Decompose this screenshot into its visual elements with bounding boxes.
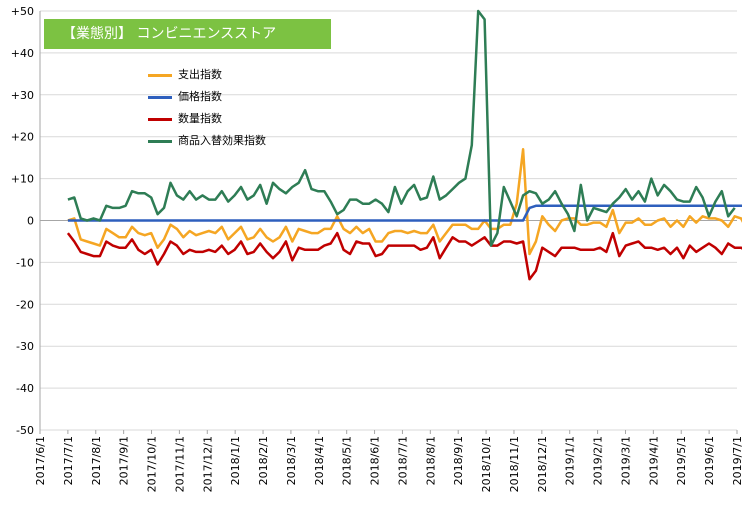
y-tick-label: +50 xyxy=(11,5,34,18)
x-tick-label: 2019/7/1 xyxy=(731,436,742,485)
y-axis: +50 +40 +30 +20 +10 0 -10 -20 -30 -40 -50 xyxy=(11,5,34,437)
y-tick-label: -50 xyxy=(16,424,34,437)
x-tick-label: 2018/12/1 xyxy=(536,436,549,492)
series-lines xyxy=(66,9,742,281)
x-tick-label: 2017/10/1 xyxy=(146,436,159,492)
y-tick-label: +40 xyxy=(11,47,34,60)
x-tick-label: 2017/12/1 xyxy=(201,436,214,492)
y-tick-label: +30 xyxy=(11,89,34,102)
x-axis: 2017/6/1 2017/7/1 2017/8/1 2017/9/1 2017/10/… xyxy=(34,430,742,492)
x-tick-label: 2018/2/1 xyxy=(257,436,270,485)
x-tick-label: 2017/8/1 xyxy=(90,436,103,485)
x-tick-label: 2019/6/1 xyxy=(703,436,716,485)
x-tick-label: 2019/2/1 xyxy=(592,436,605,485)
x-tick-label: 2018/3/1 xyxy=(285,436,298,485)
legend-swatch-product-turnover xyxy=(148,140,172,143)
x-tick-label: 2018/4/1 xyxy=(313,436,326,485)
y-tick-label: +20 xyxy=(11,131,34,144)
x-tick-label: 2017/6/1 xyxy=(34,436,47,485)
y-tick-label: -20 xyxy=(16,298,34,311)
legend-swatch-spending xyxy=(148,74,172,77)
y-tick-label: 0 xyxy=(27,215,34,228)
legend-label-price: 価格指数 xyxy=(178,90,222,103)
x-tick-label: 2018/7/1 xyxy=(396,436,409,485)
legend-swatch-quantity xyxy=(148,118,172,121)
legend-label-spending: 支出指数 xyxy=(178,68,222,81)
series-line-0 xyxy=(67,148,742,256)
y-tick-label: +10 xyxy=(11,173,34,186)
y-tick-label: -40 xyxy=(16,382,34,395)
x-tick-label: 2019/4/1 xyxy=(647,436,660,485)
x-tick-label: 2019/1/1 xyxy=(564,436,577,485)
series-line-1 xyxy=(67,204,742,222)
x-tick-label: 2017/9/1 xyxy=(118,436,131,485)
x-tick-label: 2018/11/1 xyxy=(508,436,521,492)
x-tick-label: 2018/1/1 xyxy=(229,436,242,485)
y-tick-label: -10 xyxy=(16,256,34,269)
x-tick-label: 2018/6/1 xyxy=(369,436,382,485)
series-line-3 xyxy=(67,9,736,247)
chart-title: 【業態別】 コンビニエンスストア xyxy=(44,19,331,49)
x-tick-label: 2018/10/1 xyxy=(480,436,493,492)
y-tick-label: -30 xyxy=(16,340,34,353)
series-line-2 xyxy=(66,231,742,281)
x-tick-label: 2018/8/1 xyxy=(424,436,437,485)
legend-label-product-turnover: 商品入替効果指数 xyxy=(178,134,266,147)
x-tick-label: 2019/3/1 xyxy=(619,436,632,485)
x-tick-label: 2019/5/1 xyxy=(675,436,688,485)
legend-label-quantity: 数量指数 xyxy=(178,112,222,125)
legend-swatch-price xyxy=(148,96,172,99)
x-tick-label: 2018/5/1 xyxy=(341,436,354,485)
x-tick-label: 2018/9/1 xyxy=(452,436,465,485)
x-tick-label: 2017/11/1 xyxy=(173,436,186,492)
x-tick-label: 2017/7/1 xyxy=(62,436,75,485)
